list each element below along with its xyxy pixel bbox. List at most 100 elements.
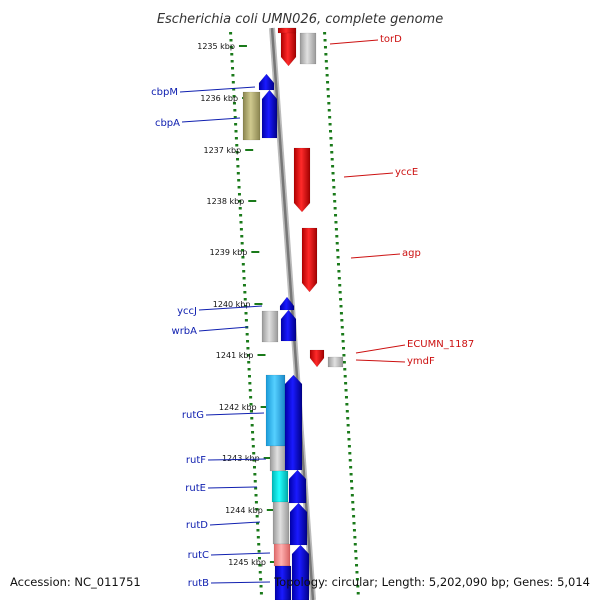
gene-label-ycce[interactable]: yccE (395, 167, 418, 178)
leader-line (206, 413, 264, 415)
gc-dot (338, 277, 341, 280)
leader-line (351, 254, 400, 258)
gc-dot (237, 172, 240, 175)
gc-dot (341, 333, 344, 336)
tick-label: 1236 kbp (200, 94, 238, 103)
leader-line (356, 360, 405, 362)
gene-feature[interactable] (266, 375, 285, 446)
gene-feature[interactable] (300, 33, 316, 64)
gc-dot (233, 109, 236, 112)
gc-dot (337, 256, 340, 259)
tick-label: 1241 kbp (216, 351, 254, 360)
gc-dot (255, 494, 258, 497)
gene-feature[interactable] (278, 28, 296, 33)
gc-dot (347, 424, 350, 427)
gene-feature[interactable] (294, 148, 310, 212)
leader-line (356, 345, 405, 353)
gc-dot (328, 116, 331, 119)
gene-feature[interactable] (281, 28, 296, 66)
gc-dot (342, 340, 345, 343)
gc-dot (342, 354, 345, 357)
gc-dot (353, 536, 356, 539)
gene-feature[interactable] (302, 228, 317, 292)
gc-dot (351, 501, 354, 504)
gc-dot (329, 130, 332, 133)
gc-dot (239, 214, 242, 217)
gc-dot (348, 445, 351, 448)
gc-dot (248, 368, 251, 371)
gene-feature[interactable] (270, 446, 286, 471)
gc-dot (338, 284, 341, 287)
gc-dot (257, 536, 260, 539)
gc-dot (252, 445, 255, 448)
gc-dot (248, 382, 251, 385)
gene-label-rutb[interactable]: rutB (188, 578, 209, 589)
leader-line (199, 327, 248, 331)
gc-dot (256, 515, 259, 518)
gene-label-ecumn_1187[interactable]: ECUMN_1187 (407, 339, 474, 350)
gene-feature[interactable] (274, 544, 290, 566)
gene-feature[interactable] (262, 311, 278, 342)
gene-label-cbpa[interactable]: cbpA (155, 118, 180, 129)
gene-feature[interactable] (290, 503, 307, 545)
gene-feature[interactable] (310, 350, 324, 367)
leader-line (211, 553, 270, 555)
gene-feature[interactable] (262, 90, 277, 138)
gc-dot (254, 480, 257, 483)
gc-dot (251, 424, 254, 427)
tick-label: 1245 kbp (228, 558, 266, 567)
gc-dot (240, 235, 243, 238)
gc-dot (326, 81, 329, 84)
gc-dot (231, 60, 234, 63)
gc-dot (345, 389, 348, 392)
gene-feature[interactable] (259, 74, 274, 90)
gc-dot (350, 480, 353, 483)
gc-dot (336, 249, 339, 252)
gc-dot (245, 319, 248, 322)
gc-dot (260, 585, 263, 588)
gc-dot (345, 396, 348, 399)
gene-feature[interactable] (328, 357, 343, 367)
gc-dot (325, 60, 328, 63)
gc-dot (355, 557, 358, 560)
gc-dot (238, 186, 241, 189)
gc-dot (353, 529, 356, 532)
gc-dot (350, 473, 353, 476)
gene-label-agp[interactable]: agp (402, 248, 421, 259)
gene-feature[interactable] (285, 375, 302, 470)
gene-label-rutc[interactable]: rutC (188, 550, 209, 561)
gene-feature[interactable] (243, 92, 260, 140)
gc-dot (354, 543, 357, 546)
gc-dot (337, 263, 340, 266)
gene-feature[interactable] (273, 502, 289, 544)
gene-labels: cbpM cbpA yccJ wrbA rutG rutF rutE rutD rutC rutB… (151, 34, 474, 589)
gene-label-rutf[interactable]: rutF (186, 455, 206, 466)
leader-line (182, 118, 240, 122)
gc-dot (328, 109, 331, 112)
gene-label-tord[interactable]: torD (380, 34, 402, 45)
gc-dot (332, 179, 335, 182)
tick-label: 1235 kbp (197, 42, 235, 51)
gc-dot (243, 284, 246, 287)
gc-dot (335, 228, 338, 231)
gene-label-ymdf[interactable]: ymdF (407, 356, 435, 367)
gene-feature[interactable] (292, 545, 309, 600)
gc-dot (248, 375, 251, 378)
gc-dot (250, 417, 253, 420)
gc-dot (343, 361, 346, 364)
gene-label-cbpm[interactable]: cbpM (151, 87, 178, 98)
gc-dot (239, 207, 242, 210)
gc-dot (333, 193, 336, 196)
gene-label-rutg[interactable]: rutG (182, 410, 204, 421)
gene-label-rute[interactable]: rutE (185, 483, 206, 494)
gene-feature[interactable] (272, 471, 288, 502)
gc-dot (324, 46, 327, 49)
gene-label-wrba[interactable]: wrbA (172, 326, 198, 337)
gene-label-rutd[interactable]: rutD (186, 520, 208, 531)
gene-label-yccj[interactable]: yccJ (177, 306, 197, 317)
gc-dot (329, 137, 332, 140)
tick-label: 1242 kbp (219, 403, 257, 412)
leader-line (330, 40, 378, 44)
gc-dot (251, 431, 254, 434)
